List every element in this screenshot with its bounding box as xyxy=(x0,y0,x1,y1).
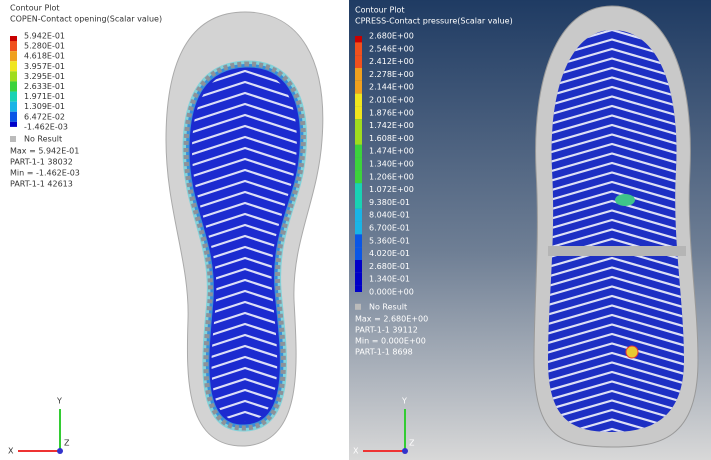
legend-swatch xyxy=(355,234,362,247)
legend-label: 1.474E+00 xyxy=(369,147,414,156)
legend-label: 3.295E-01 xyxy=(24,72,65,81)
legend-swatch xyxy=(355,209,362,222)
stat-line: Max = 2.680E+00 xyxy=(355,314,428,323)
legend-swatch xyxy=(355,132,362,145)
legend-label: 3.957E-01 xyxy=(24,62,65,71)
legend-swatch xyxy=(10,122,17,127)
legend-swatch xyxy=(355,286,362,292)
legend-swatch xyxy=(355,106,362,119)
axis-label: X xyxy=(353,447,359,456)
legend-label: 2.546E+00 xyxy=(369,44,414,53)
legend-label: 1.742E+00 xyxy=(369,121,414,130)
legend-label: 1.876E+00 xyxy=(369,108,414,117)
legend-label: 1.340E+00 xyxy=(369,160,414,169)
stat-line: PART-1-1 39112 xyxy=(355,325,418,334)
legend-label: 1.206E+00 xyxy=(369,172,414,181)
legend-label: 2.144E+00 xyxy=(369,83,414,92)
legend-swatch xyxy=(10,92,17,102)
legend-label: 1.608E+00 xyxy=(369,134,414,143)
legend-swatch xyxy=(355,145,362,158)
axis-label: Z xyxy=(64,439,70,448)
legend-swatch xyxy=(355,55,362,68)
stat-line: Max = 5.942E-01 xyxy=(10,147,79,156)
no-result-swatch xyxy=(10,136,16,142)
stat-line: PART-1-1 42613 xyxy=(10,180,73,189)
subtitle: CPRESS-Contact pressure(Scalar value) xyxy=(355,17,513,26)
legend-swatch xyxy=(10,112,17,122)
legend-swatch xyxy=(10,71,17,81)
legend-label: 2.412E+00 xyxy=(369,57,414,66)
stat-line: PART-1-1 38032 xyxy=(10,158,73,167)
legend-label: 2.633E-01 xyxy=(24,82,65,91)
axis-label: X xyxy=(8,447,14,456)
subtitle: COPEN-Contact opening(Scalar value) xyxy=(10,15,162,24)
legend-label: -1.462E-03 xyxy=(24,122,68,131)
legend-swatch xyxy=(355,222,362,235)
legend-label: 1.072E+00 xyxy=(369,185,414,194)
arch-gap xyxy=(548,246,686,256)
legend-label: 1.309E-01 xyxy=(24,102,65,111)
axis-label: Y xyxy=(56,397,62,406)
legend-label: 8.040E-01 xyxy=(369,211,410,220)
legend-label: 2.680E-01 xyxy=(369,262,410,271)
no-result-swatch xyxy=(355,304,361,310)
legend-label: 0.000E+00 xyxy=(369,288,414,297)
axis-label: Y xyxy=(401,397,407,406)
screenshot: Contour Plot COPEN-Contact opening(Scalar… xyxy=(0,0,711,460)
legend-label: 5.360E-01 xyxy=(369,236,410,245)
legend-swatch xyxy=(355,260,362,273)
legend-swatch xyxy=(10,81,17,91)
hot-spot xyxy=(626,346,638,358)
legend-label: 5.942E-01 xyxy=(24,32,65,41)
legend-swatch xyxy=(355,119,362,132)
page: {"panels": [ {"title": "Contour Plot", "… xyxy=(0,0,711,460)
hot-spot xyxy=(615,194,635,206)
legend-swatch xyxy=(355,170,362,183)
legend-label: 5.280E-01 xyxy=(24,42,65,51)
legend-swatch xyxy=(355,42,362,55)
legend-swatch xyxy=(355,68,362,81)
legend-swatch xyxy=(10,102,17,112)
axis-z xyxy=(57,448,63,454)
stat-line: Min = -1.462E-03 xyxy=(10,169,80,178)
legend-label: 2.680E+00 xyxy=(369,32,414,41)
legend-swatch xyxy=(355,247,362,260)
legend-swatch xyxy=(355,183,362,196)
legend-swatch xyxy=(10,61,17,71)
title: Contour Plot xyxy=(10,4,60,13)
no-result-label: No Result xyxy=(24,135,62,144)
axis-label: Z xyxy=(409,439,415,448)
legend-swatch xyxy=(355,94,362,107)
legend-label: 1.971E-01 xyxy=(24,92,65,101)
legend-label: 2.278E+00 xyxy=(369,70,414,79)
legend-swatch xyxy=(10,41,17,51)
legend-label: 4.020E-01 xyxy=(369,249,410,258)
legend-label: 2.010E+00 xyxy=(369,96,414,105)
legend-label: 1.340E-01 xyxy=(369,275,410,284)
legend-label: 4.618E-01 xyxy=(24,52,65,61)
legend-swatch xyxy=(355,273,362,286)
legend-label: 6.472E-02 xyxy=(24,112,65,121)
legend-label: 9.380E-01 xyxy=(369,198,410,207)
no-result-label: No Result xyxy=(369,302,407,311)
legend-swatch xyxy=(355,158,362,171)
title: Contour Plot xyxy=(355,6,405,15)
legend-swatch xyxy=(355,81,362,94)
stat-line: Min = 0.000E+00 xyxy=(355,336,426,345)
axis-z xyxy=(402,448,408,454)
legend-swatch xyxy=(355,196,362,209)
legend-swatch xyxy=(10,51,17,61)
legend-label: 6.700E-01 xyxy=(369,224,410,233)
stat-line: PART-1-1 8698 xyxy=(355,347,413,356)
